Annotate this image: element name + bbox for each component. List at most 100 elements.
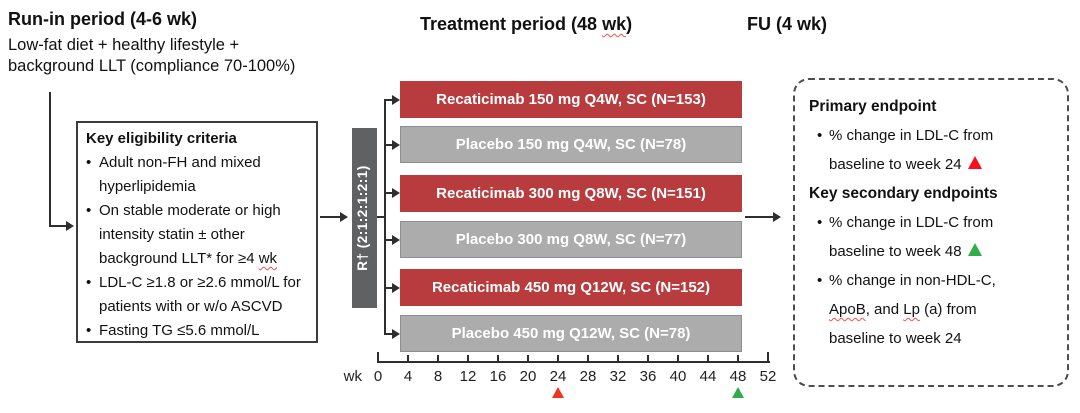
eligibility-box: Key eligibility criteria • Adult non-FH a… [76,121,318,343]
treatment-title-text: Treatment period (48 [420,14,603,34]
eligibility-title: Key eligibility criteria [86,130,237,147]
eligibility-item-1-cont: hyperlipidemia [99,178,196,195]
secondary-endpoint-2-post: (a) from [919,301,977,318]
axis-tick-label: 24 [549,368,567,385]
eligibility-item-1: • Adult non-FH and mixed [86,151,314,175]
axis-tick [407,355,409,363]
fu-period-title: FU (4 wk) [747,14,828,34]
arm-placebo-450-bar: Placebo 450 mg Q12W, SC (N=78) [400,315,742,352]
primary-endpoint-marker-icon [552,387,564,398]
secondary-endpoint-item-2-cont2: baseline to week 24 [829,330,962,347]
axis-tick-label: 8 [433,368,443,385]
eligibility-wavy-word: wk [258,250,278,267]
secondary-endpoint-2-text: % change in non-HDL-C, [829,272,996,289]
bullet-icon: • [86,322,92,339]
axis-tick-label: 36 [639,368,657,385]
bullet-icon: • [86,274,92,291]
randomization-label: R† (2:1:2:1:2:1) [354,165,370,271]
axis-tick-label: 28 [579,368,597,385]
apob-wavy-word: ApoB [829,301,866,318]
secondary-endpoint-item-1-cont: baseline to week 48 [809,237,1061,266]
branch-line-6 [384,333,394,335]
axis-tick-label: 12 [459,368,477,385]
eligibility-item-2: • On stable moderate or high [86,199,314,223]
branch-line-3 [384,192,394,194]
treatment-period-title: Treatment period (48 wk) [420,14,632,35]
branch-line-5 [384,287,394,289]
eligibility-item-3-text: LDL-C ≥1.8 or ≥2.6 mmol/L for [99,274,301,291]
axis-tick [737,355,739,363]
bullet-icon: • [86,202,92,219]
axis-tick [677,355,679,363]
treatment-to-endpoints-arrow [745,216,775,218]
randomization-box: R† (2:1:2:1:2:1) [352,128,377,308]
bullet-icon: • [86,154,92,171]
bullet-icon: • [817,127,823,144]
bullet-icon: • [817,272,823,289]
runin-description-line2: background LLT (compliance 70-100%) [8,57,296,75]
secondary-endpoint-item-1: • % change in LDL-C from [809,208,1061,237]
secondary-endpoint-marker-icon [732,387,744,398]
axis-tick-label: 4 [403,368,413,385]
randomization-branch-trunk [384,99,386,335]
branch-line-1 [384,99,394,101]
axis-tick-label: 48 [729,368,747,385]
axis-tick [587,355,589,363]
axis-line [378,361,770,363]
arm-recaticimab-150-bar: Recaticimab 150 mg Q4W, SC (N=153) [400,81,742,118]
branch-arrowhead-4-icon [392,235,400,245]
eligibility-item-4: • Fasting TG ≤5.6 mmol/L [86,319,314,343]
red-triangle-icon [967,156,982,169]
eligibility-item-2-cont2: background LLT* for ≥4 wk [86,247,314,271]
axis-tick-label: 32 [609,368,627,385]
eligibility-item-2-text: On stable moderate or high [99,202,281,219]
endpoints-box: Primary endpoint • % change in LDL-C from… [793,78,1069,387]
primary-endpoint-heading: Primary endpoint [809,98,937,115]
secondary-endpoints-heading: Key secondary endpoints [809,185,998,202]
secondary-endpoint-item-2: • % change in non-HDL-C, [809,266,1061,295]
primary-endpoint-text-cont: baseline to week 24 [829,156,962,173]
eligibility-item-1-text: Adult non-FH and mixed [99,154,261,171]
axis-tick [437,355,439,363]
axis-tick-label: 0 [373,368,383,385]
treatment-to-endpoints-arrowhead-icon [773,212,781,222]
branch-line-4 [384,239,394,241]
axis-tick [467,355,469,363]
green-triangle-icon [967,243,982,256]
eligibility-item-2-cont1: intensity statin ± other [99,226,245,243]
bullet-icon: • [817,214,823,231]
runin-to-eligibility-arrowhead-icon [66,221,74,231]
arm-recaticimab-450-bar: Recaticimab 450 mg Q12W, SC (N=152) [400,269,742,306]
eligibility-item-3-cont: patients with or w/o ASCVD [99,298,283,315]
axis-tick-label: 16 [489,368,507,385]
axis-tick-label: 20 [519,368,537,385]
randomization-trunk-connector [377,216,386,218]
secondary-endpoint-item-2-cont1: ApoB, and Lp (a) from [809,295,1061,324]
axis-tick [647,355,649,363]
arm-recaticimab-300-bar: Recaticimab 300 mg Q8W, SC (N=151) [400,175,742,212]
lp-wavy-word: Lp [903,301,920,318]
primary-endpoint-item: • % change in LDL-C from [809,121,1061,150]
eligibility-item-2-cont2-text: background LLT* for ≥4 [99,250,259,267]
axis-tick [767,352,769,363]
axis-tick [707,355,709,363]
branch-arrowhead-6-icon [392,329,400,339]
treatment-title-close: ) [626,14,633,34]
primary-endpoint-text: % change in LDL-C from [829,127,994,144]
runin-period-title: Run-in period (4-6 wk) [8,9,197,29]
axis-tick [527,355,529,363]
branch-arrowhead-1-icon [392,95,400,105]
branch-line-2 [384,144,394,146]
eligibility-to-randomization-arrowhead-icon [340,212,348,222]
arm-placebo-300-bar: Placebo 300 mg Q8W, SC (N=77) [400,221,742,258]
runin-description-line1: Low-fat diet + healthy lifestyle + [8,36,240,54]
axis-tick [617,355,619,363]
runin-to-eligibility-arrow-horizontal [49,225,68,227]
eligibility-to-randomization-arrow [320,216,342,218]
axis-tick [557,355,559,363]
secondary-endpoint-1-text: % change in LDL-C from [829,214,994,231]
secondary-endpoint-2-mid: , and [865,301,904,318]
axis-tick [497,355,499,363]
primary-endpoint-item-cont: baseline to week 24 [809,150,1061,179]
